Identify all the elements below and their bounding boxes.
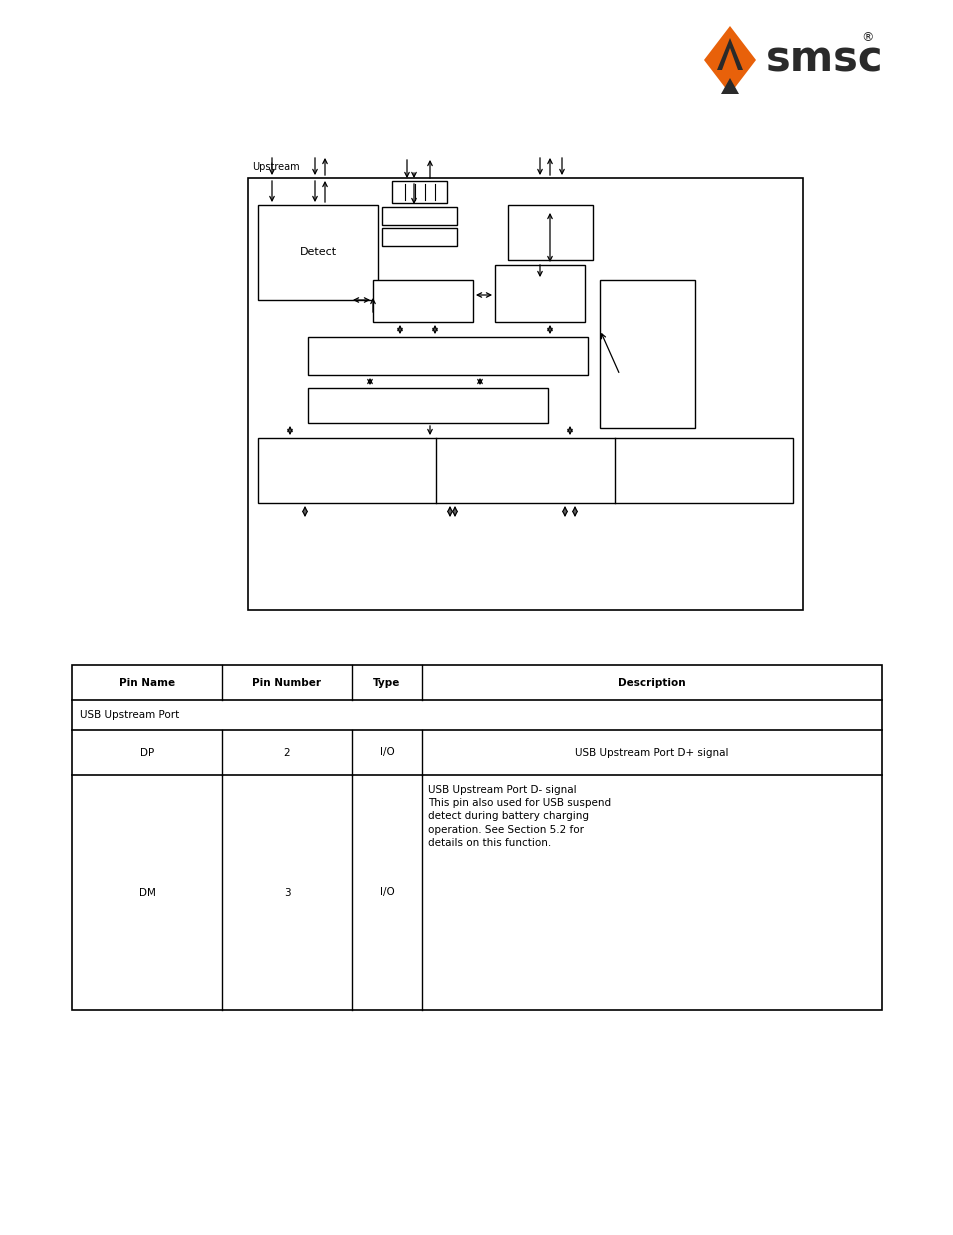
Text: I/O: I/O [379, 888, 394, 898]
Text: Pin Name: Pin Name [119, 678, 175, 688]
Text: USB Upstream Port D- signal
This pin also used for USB suspend
detect during bat: USB Upstream Port D- signal This pin als… [428, 785, 611, 847]
Bar [257, 438, 792, 503]
Text: Pin Number: Pin Number [253, 678, 321, 688]
Bar [71, 664, 882, 1010]
Bar [257, 205, 377, 300]
Text: Description: Description [618, 678, 685, 688]
Text: Type: Type [373, 678, 400, 688]
Bar [381, 228, 456, 246]
Text: USB Upstream Port D+ signal: USB Upstream Port D+ signal [575, 747, 728, 757]
Bar [308, 337, 587, 375]
Polygon shape [720, 78, 739, 94]
Bar [373, 280, 473, 322]
Text: DP: DP [140, 747, 154, 757]
Text: USB Upstream Port: USB Upstream Port [80, 710, 179, 720]
Polygon shape [717, 38, 742, 70]
Bar [381, 207, 456, 225]
Text: 2: 2 [283, 747, 290, 757]
Text: ®: ® [861, 32, 873, 44]
Text: I/O: I/O [379, 747, 394, 757]
Bar [308, 388, 547, 424]
Text: 3: 3 [283, 888, 290, 898]
Bar [392, 182, 447, 203]
Bar [507, 205, 593, 261]
Text: Detect: Detect [299, 247, 336, 257]
Text: smsc: smsc [765, 40, 882, 82]
Text: DM: DM [138, 888, 155, 898]
Bar [599, 280, 695, 429]
Text: Upstream: Upstream [252, 162, 299, 172]
Bar [248, 178, 802, 610]
Polygon shape [703, 26, 755, 94]
Bar [495, 266, 584, 322]
